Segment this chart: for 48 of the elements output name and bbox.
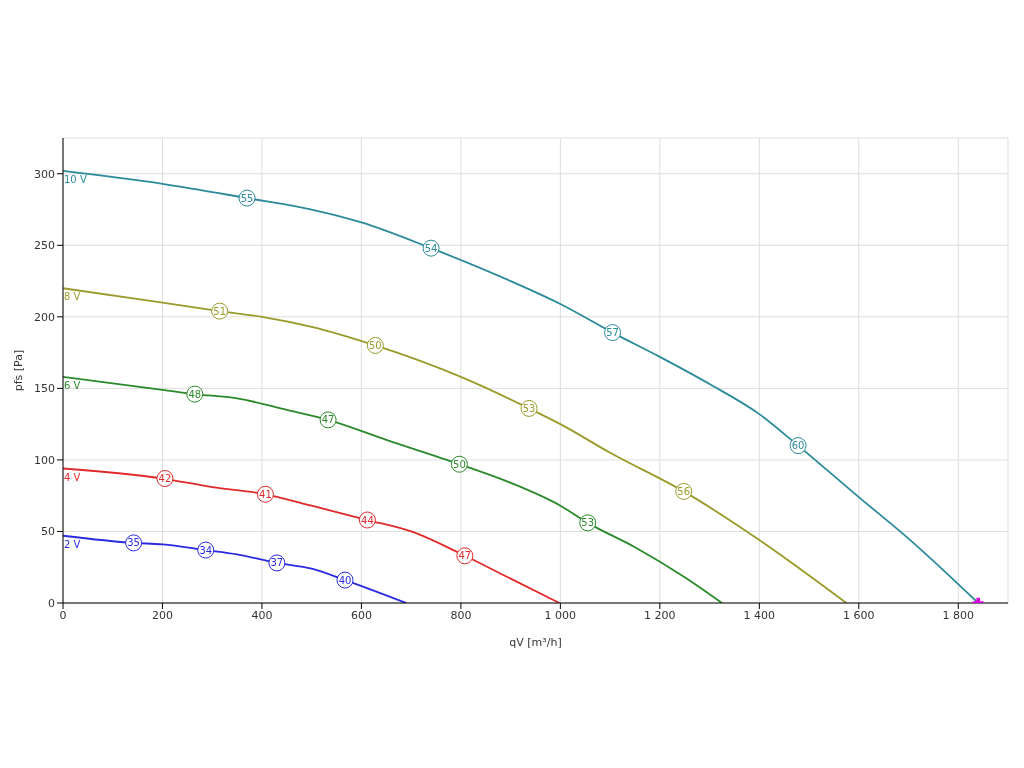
series-label: 4 V bbox=[64, 471, 81, 483]
y-tick-label: 100 bbox=[34, 453, 55, 467]
x-axis-title: qV [m³/h] bbox=[509, 636, 562, 649]
x-tick-label: 1 800 bbox=[942, 608, 975, 622]
x-tick-label: 600 bbox=[350, 608, 372, 622]
x-tick-label: 400 bbox=[251, 608, 273, 622]
line-series bbox=[63, 467, 561, 603]
line-series bbox=[63, 534, 408, 603]
series-label: 10 V bbox=[64, 173, 87, 185]
annotation: 60 bbox=[791, 440, 805, 452]
line-series bbox=[63, 376, 723, 603]
x-tick-label: 0 bbox=[59, 608, 67, 622]
annotation: 55 bbox=[240, 192, 254, 204]
annotation: 47 bbox=[321, 414, 335, 426]
annotation: 47 bbox=[458, 550, 472, 562]
y-tick-label: 300 bbox=[34, 167, 55, 181]
annotation: 41 bbox=[259, 488, 272, 500]
x-tick-label: 1 200 bbox=[644, 608, 676, 622]
annotation: 51 bbox=[213, 305, 227, 317]
annotation: 40 bbox=[338, 574, 352, 586]
annotation: 35 bbox=[127, 537, 140, 549]
x-tick-label: 1 400 bbox=[743, 608, 776, 622]
annotation: 42 bbox=[158, 473, 172, 485]
line-series bbox=[63, 287, 848, 603]
series-label: 2 V bbox=[64, 538, 81, 550]
series-label: 6 V bbox=[64, 379, 81, 391]
x-tick-label: 1 600 bbox=[843, 608, 875, 622]
annotation: 53 bbox=[522, 402, 536, 414]
y-tick-label: 150 bbox=[34, 382, 55, 396]
y-tick-label: 200 bbox=[34, 310, 55, 324]
y-tick-label: 50 bbox=[41, 525, 55, 539]
annotation: 34 bbox=[199, 544, 213, 556]
series-label: 8 V bbox=[64, 291, 81, 303]
y-axis-title: pfs [Pa] bbox=[11, 349, 25, 392]
y-tick-label: 250 bbox=[34, 239, 55, 253]
x-tick-label: 800 bbox=[450, 608, 472, 622]
annotation: 53 bbox=[581, 517, 595, 529]
annotation: 50 bbox=[368, 340, 382, 352]
annotation: 57 bbox=[606, 327, 619, 339]
annotation: 56 bbox=[677, 485, 691, 497]
annotation: 48 bbox=[188, 388, 202, 400]
annotation: 50 bbox=[453, 458, 466, 470]
x-tick-label: 200 bbox=[151, 608, 173, 622]
y-tick-label: 0 bbox=[48, 596, 55, 610]
annotation: 54 bbox=[424, 242, 438, 254]
x-tick-label: 1 000 bbox=[544, 608, 577, 622]
annotation: 44 bbox=[361, 514, 374, 526]
annotation: 37 bbox=[270, 557, 284, 569]
